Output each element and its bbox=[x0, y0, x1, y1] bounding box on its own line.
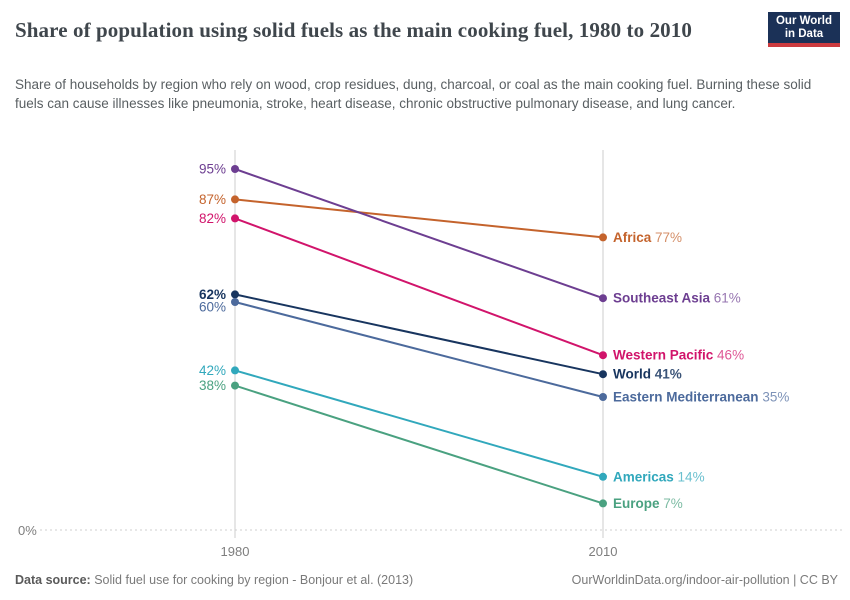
series-end-dot-western-pacific[interactable] bbox=[599, 351, 607, 360]
series-name-eastern-mediterranean: Eastern Mediterranean bbox=[613, 390, 759, 405]
series-line-europe[interactable] bbox=[234, 384, 604, 505]
series-label-southeast-asia: Southeast Asia 61% bbox=[613, 291, 741, 306]
credit-link[interactable]: OurWorldinData.org/indoor-air-pollution … bbox=[571, 573, 838, 587]
series-line-world[interactable] bbox=[234, 293, 604, 376]
series-start-dot-world[interactable] bbox=[231, 290, 239, 299]
end-value-label-africa: 77% bbox=[651, 230, 682, 245]
series-label-africa: Africa 77% bbox=[613, 230, 682, 245]
series-label-americas: Americas 14% bbox=[613, 469, 705, 484]
series-start-dot-africa[interactable] bbox=[231, 195, 239, 204]
series-name-world: World bbox=[613, 367, 651, 382]
start-value-label-world: 62% bbox=[199, 287, 226, 302]
end-value-label-europe: 7% bbox=[660, 496, 683, 511]
series-line-americas[interactable] bbox=[234, 369, 604, 478]
start-value-label-southeast-asia: 95% bbox=[199, 162, 226, 177]
owid-logo-line1: Our World bbox=[775, 14, 832, 27]
x-tick-1980: 1980 bbox=[221, 544, 250, 559]
series-label-eastern-mediterranean: Eastern Mediterranean 35% bbox=[613, 390, 789, 405]
start-value-label-americas: 42% bbox=[199, 363, 226, 378]
page-title: Share of population using solid fuels as… bbox=[15, 18, 692, 42]
start-value-label-europe: 38% bbox=[199, 378, 226, 393]
series-end-dot-europe[interactable] bbox=[599, 499, 607, 508]
end-value-label-southeast-asia: 61% bbox=[710, 291, 741, 306]
end-value-label-western-pacific: 46% bbox=[713, 348, 744, 363]
data-source-text: Solid fuel use for cooking by region - B… bbox=[94, 573, 414, 587]
series-end-dot-eastern-mediterranean[interactable] bbox=[599, 393, 607, 401]
series-line-africa[interactable] bbox=[234, 198, 604, 239]
end-value-label-americas: 14% bbox=[674, 469, 705, 484]
series-start-dot-europe[interactable] bbox=[231, 381, 239, 390]
y-baseline-label: 0% bbox=[18, 523, 37, 538]
series-label-world: World 41% bbox=[613, 367, 682, 382]
series-start-dot-americas[interactable] bbox=[231, 366, 239, 375]
series-end-dot-world[interactable] bbox=[599, 370, 607, 379]
owid-logo[interactable]: Our World in Data bbox=[768, 12, 840, 47]
series-end-dot-americas[interactable] bbox=[599, 472, 607, 481]
series-name-southeast-asia: Southeast Asia bbox=[613, 291, 711, 306]
series-start-dot-eastern-mediterranean[interactable] bbox=[231, 298, 239, 306]
series-name-africa: Africa bbox=[613, 230, 652, 245]
series-end-dot-africa[interactable] bbox=[599, 233, 607, 242]
start-value-label-africa: 87% bbox=[199, 192, 226, 207]
data-source: Data source: Solid fuel use for cooking … bbox=[15, 573, 413, 587]
series-label-western-pacific: Western Pacific 46% bbox=[613, 348, 744, 363]
end-value-label-world: 41% bbox=[651, 367, 682, 382]
series-start-dot-southeast-asia[interactable] bbox=[231, 165, 239, 173]
end-value-label-eastern-mediterranean: 35% bbox=[759, 390, 790, 405]
chart-subtitle: Share of households by region who rely o… bbox=[15, 77, 812, 111]
series-name-europe: Europe bbox=[613, 496, 660, 511]
series-name-americas: Americas bbox=[613, 469, 674, 484]
start-value-label-western-pacific: 82% bbox=[199, 211, 226, 226]
series-layer: 87% Africa 77% 95% Southeast Asia 61% 82% Wes… bbox=[199, 162, 789, 511]
series-line-western-pacific[interactable] bbox=[234, 217, 604, 357]
series-line-southeast-asia[interactable] bbox=[234, 168, 604, 300]
series-name-western-pacific: Western Pacific bbox=[613, 348, 714, 363]
series-end-dot-southeast-asia[interactable] bbox=[599, 294, 607, 303]
owid-logo-line2: in Data bbox=[784, 27, 824, 40]
series-start-dot-western-pacific[interactable] bbox=[231, 214, 239, 223]
start-value-label-eastern-mediterranean: 60% bbox=[199, 300, 226, 315]
series-line-eastern-mediterranean[interactable] bbox=[234, 301, 604, 398]
x-tick-2010: 2010 bbox=[589, 544, 618, 559]
chart-footer: Data source: Solid fuel use for cooking … bbox=[15, 573, 838, 587]
data-source-label: Data source: bbox=[15, 573, 91, 587]
series-label-europe: Europe 7% bbox=[613, 496, 683, 511]
